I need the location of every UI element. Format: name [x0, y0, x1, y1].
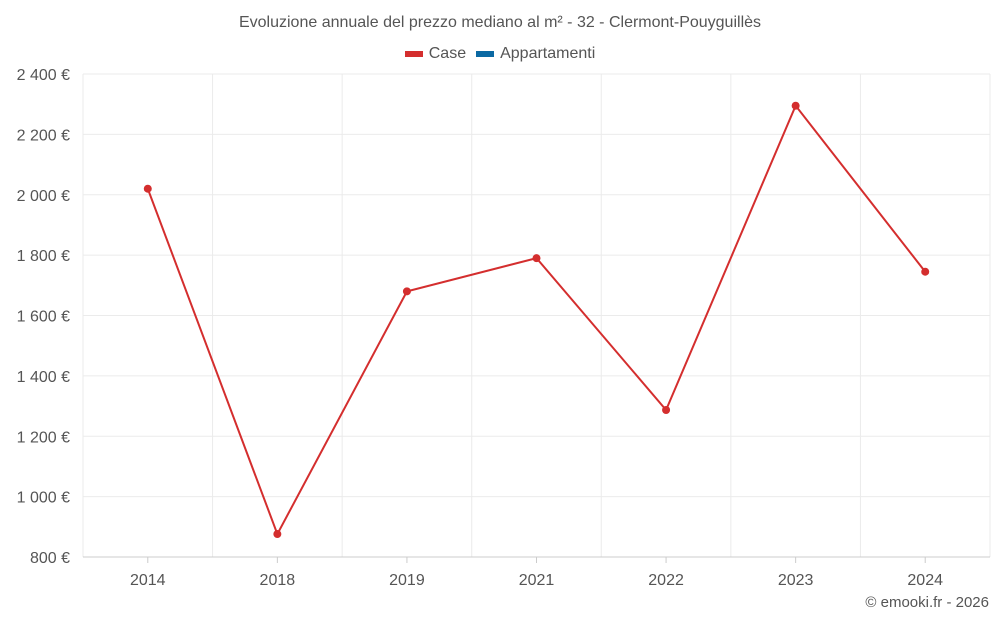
x-tick-label: 2014 [130, 572, 166, 589]
y-tick-label: 2 000 € [17, 188, 70, 205]
y-tick-label: 1 800 € [17, 248, 70, 265]
legend-label-case: Case [428, 45, 467, 62]
data-point [402, 287, 411, 296]
legend-swatch-appartamenti [476, 51, 495, 57]
legend: Case Appartamenti [0, 45, 1000, 63]
data-point [662, 405, 671, 414]
copyright-footer: © emooki.fr - 2026 [865, 594, 989, 611]
x-tick-label: 2024 [907, 572, 943, 589]
y-tick-label: 1 000 € [17, 490, 70, 507]
series-line-case [146, 103, 927, 537]
x-tick-label: 2023 [778, 572, 814, 589]
data-point [273, 530, 282, 539]
y-tick-label: 1 400 € [17, 369, 70, 386]
x-tick-label: 2022 [648, 572, 684, 589]
y-tick-label: 1 200 € [17, 429, 70, 446]
legend-label-appartamenti: Appartamenti [500, 45, 596, 62]
legend-item-case[interactable]: Case [404, 45, 467, 63]
x-tick-label: 2018 [260, 572, 296, 589]
data-point [143, 184, 152, 193]
y-tick-label: 2 200 € [17, 127, 70, 144]
data-point [791, 101, 800, 110]
y-tick-label: 800 € [30, 550, 70, 567]
legend-swatch-case [404, 51, 423, 57]
chart-title: Evoluzione annuale del prezzo mediano al… [238, 14, 762, 31]
data-point [921, 267, 930, 276]
legend-item-appartamenti[interactable]: Appartamenti [476, 45, 595, 63]
y-tick-label: 2 400 € [17, 67, 70, 84]
x-tick-label: 2021 [519, 572, 555, 589]
y-tick-label: 1 600 € [17, 309, 70, 326]
data-point [532, 254, 541, 263]
x-tick-label: 2019 [389, 572, 425, 589]
